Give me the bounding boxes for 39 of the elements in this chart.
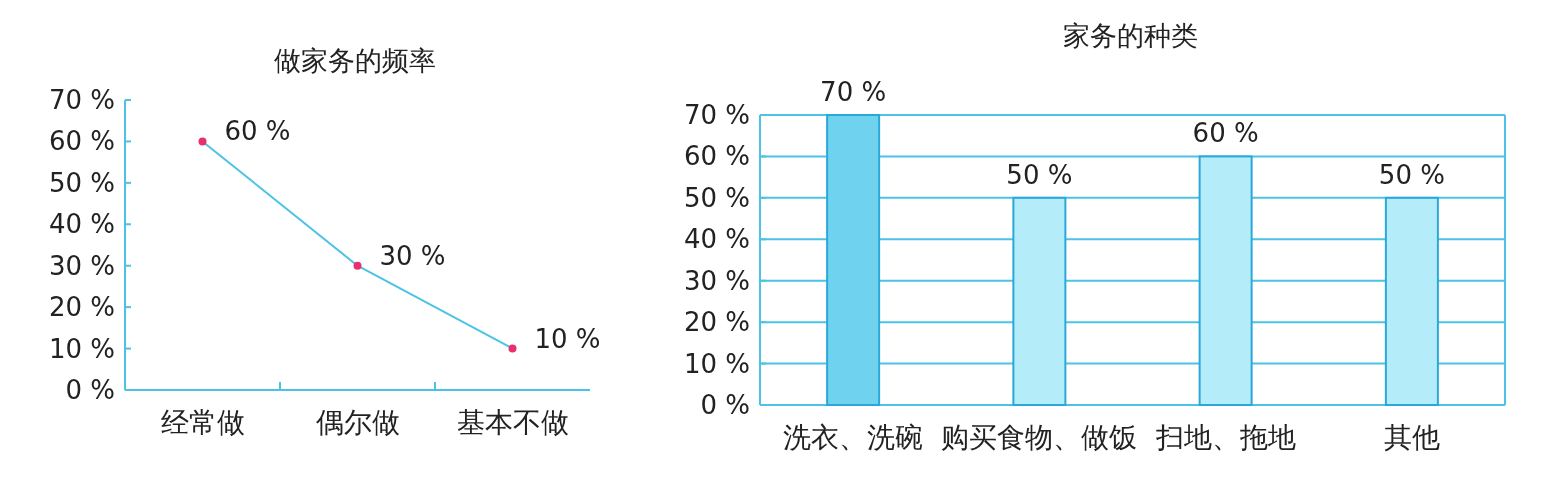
data-label: 50 % — [1006, 159, 1073, 190]
bar — [826, 114, 881, 406]
bar — [1198, 155, 1253, 406]
y-tick-label: 60 % — [48, 126, 115, 157]
y-tick-label: 10 % — [48, 333, 115, 364]
y-tick-label: 10 % — [683, 348, 750, 379]
x-tick-label: 其他 — [1383, 421, 1440, 454]
y-tick-label: 20 % — [48, 292, 115, 323]
chart-title: 做家务的频率 — [274, 45, 436, 76]
data-label: 70 % — [820, 77, 887, 107]
y-tick-label: 60 % — [683, 141, 750, 172]
point — [353, 261, 362, 270]
data-label: 50 % — [1378, 159, 1445, 190]
y-tick-label: 70 % — [683, 100, 750, 130]
y-tick-label: 0 % — [65, 375, 115, 405]
x-tick-label: 基本不做 — [456, 406, 569, 439]
x-tick-label: 扫地、拖地 — [1154, 421, 1296, 454]
x-tick-label: 偶尔做 — [315, 406, 400, 439]
y-tick-label: 70 % — [48, 85, 115, 115]
y-tick-label: 40 % — [683, 224, 750, 255]
x-tick-label: 洗衣、洗碗 — [783, 421, 924, 454]
y-tick-label: 50 % — [683, 182, 750, 213]
y-tick-label: 30 % — [48, 250, 115, 281]
bar — [1384, 196, 1439, 406]
y-tick-label: 50 % — [48, 167, 115, 198]
y-tick-label: 30 % — [683, 265, 750, 296]
data-label: 60 % — [224, 116, 291, 147]
data-label: 10 % — [534, 323, 601, 354]
data-label: 60 % — [1192, 118, 1259, 149]
point — [508, 344, 517, 353]
data-label: 30 % — [379, 240, 446, 271]
x-tick-label: 经常做 — [160, 406, 245, 439]
point — [198, 137, 207, 146]
x-tick-label: 购买食物、做饭 — [941, 421, 1138, 454]
bar — [1012, 196, 1067, 406]
y-tick-label: 0 % — [700, 390, 750, 420]
chart-title: 家务的种类 — [1062, 20, 1198, 51]
y-tick-label: 40 % — [48, 209, 115, 240]
y-tick-label: 20 % — [683, 307, 750, 338]
